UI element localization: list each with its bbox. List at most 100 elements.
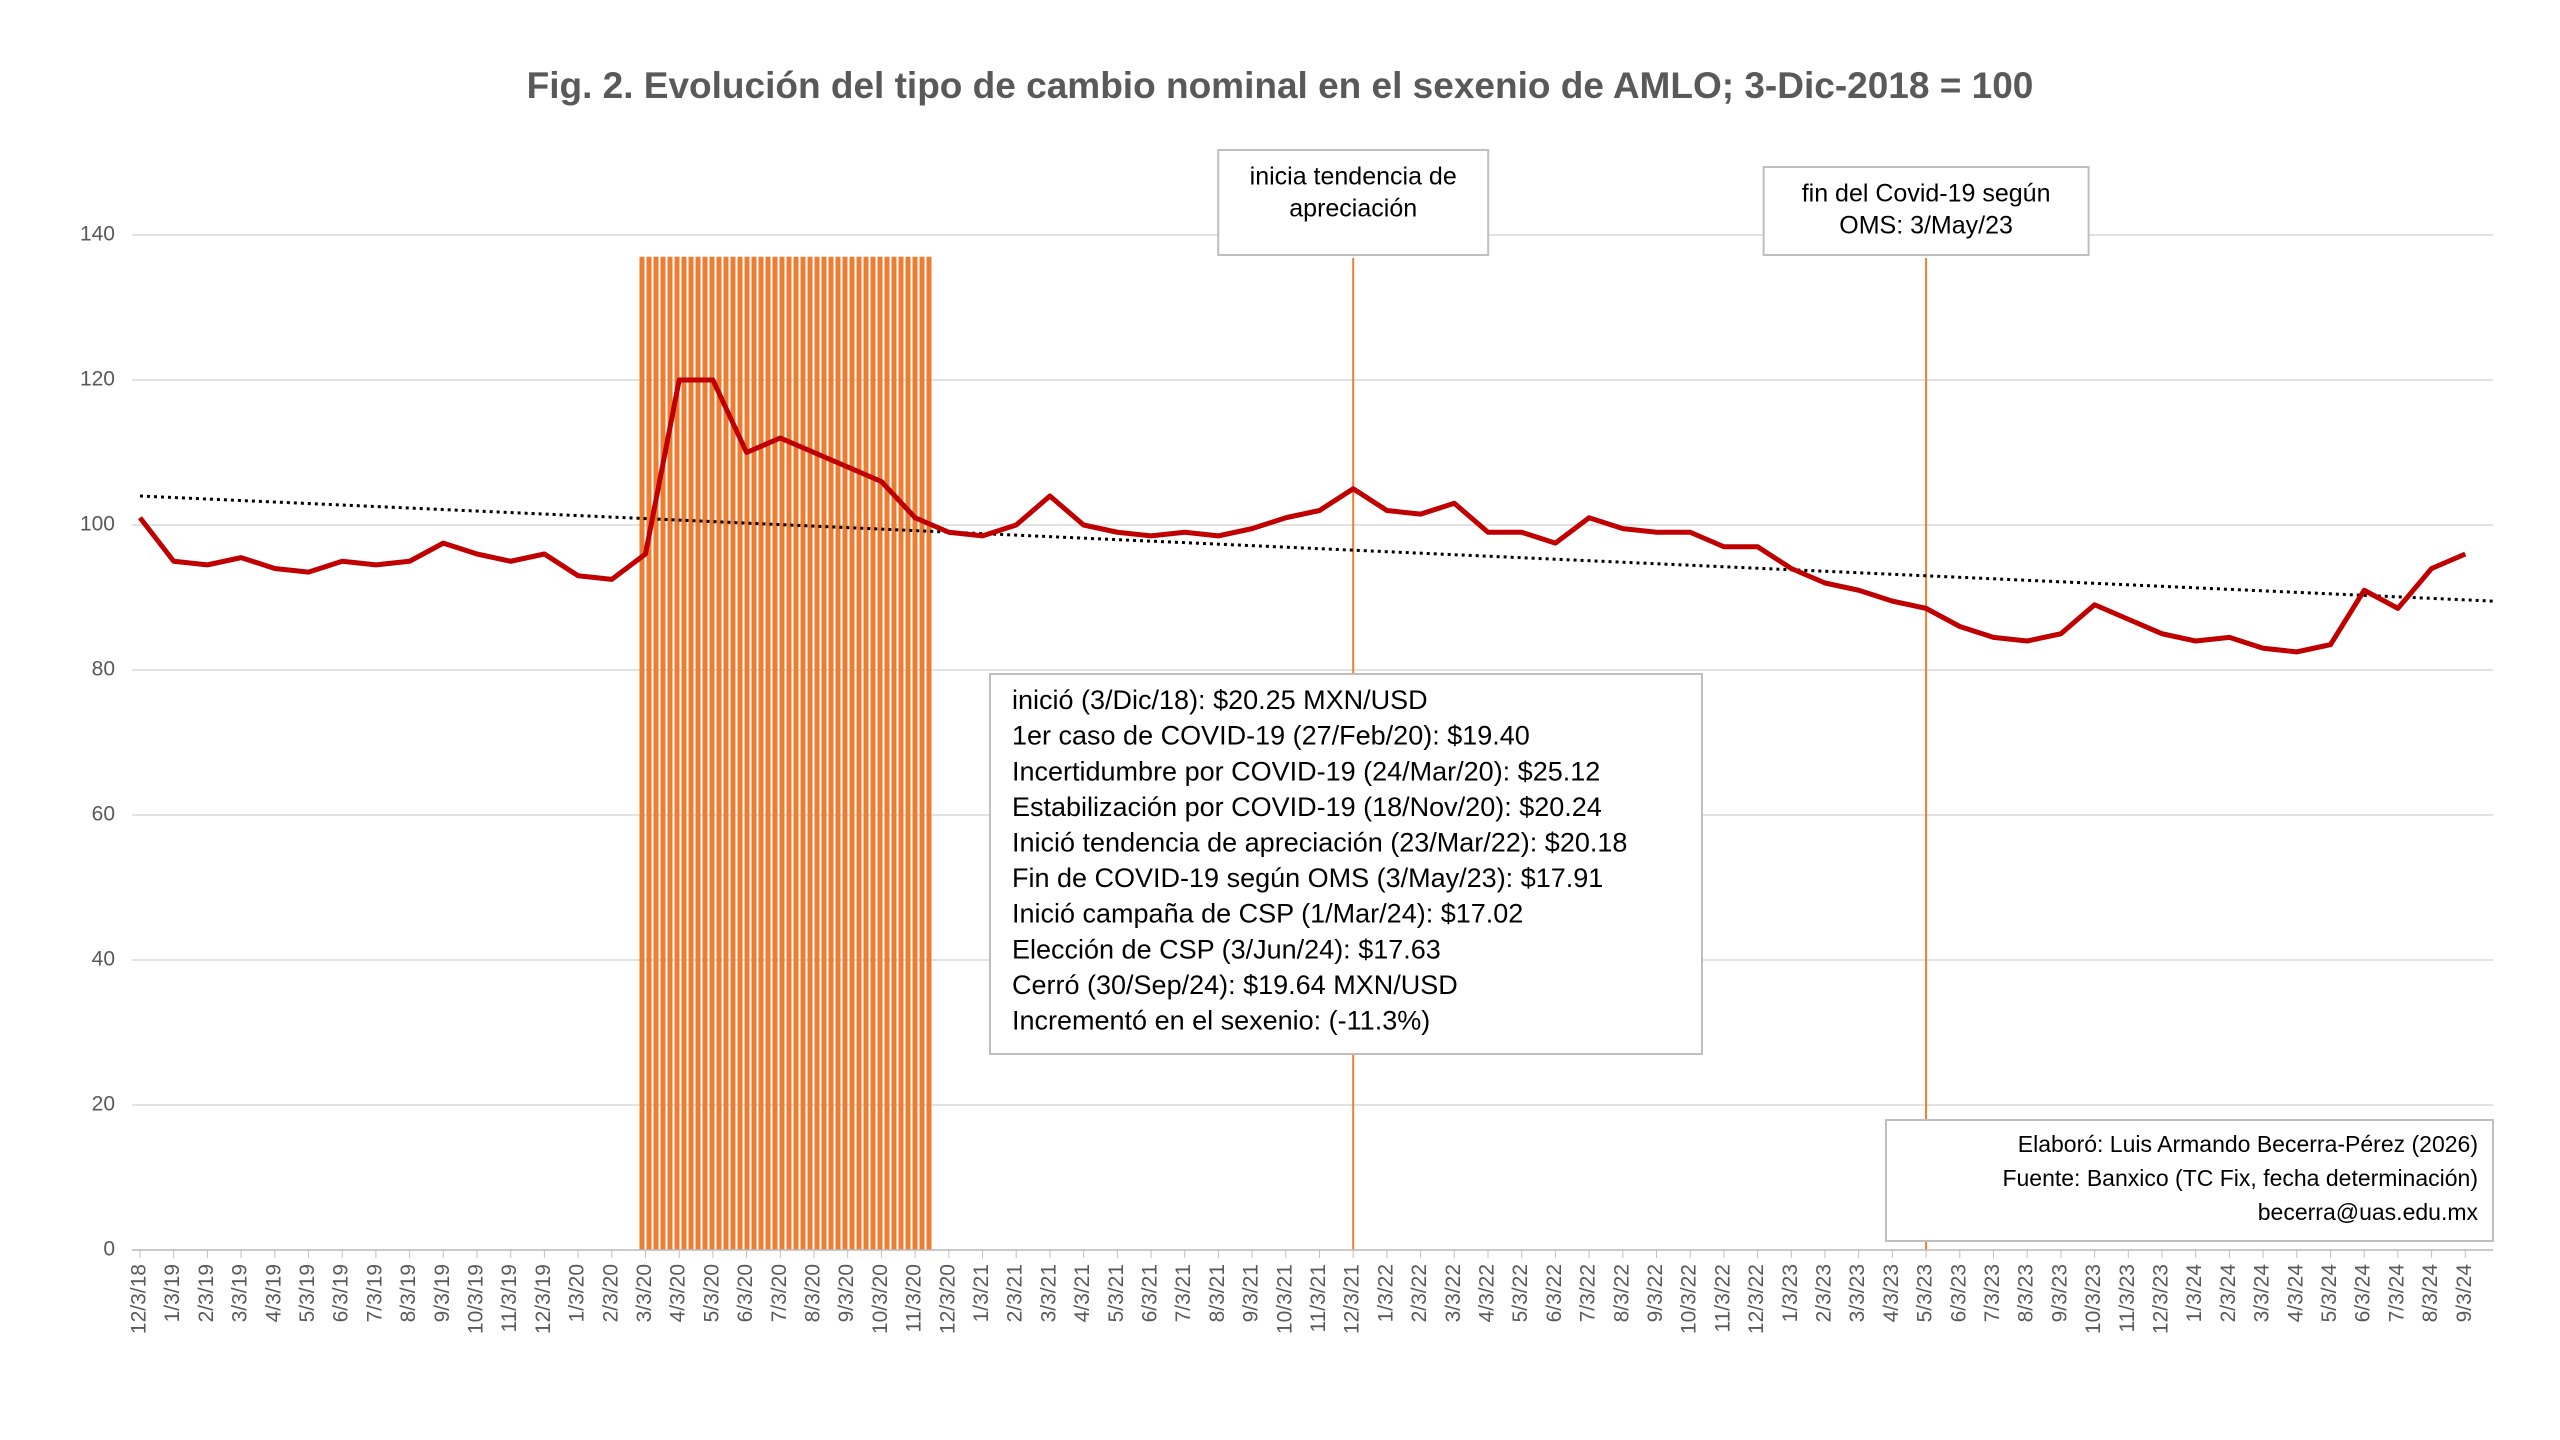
highlight-bar bbox=[681, 256, 687, 1250]
highlight-bar bbox=[842, 256, 848, 1250]
credit-text: becerra@uas.edu.mx bbox=[2258, 1199, 2479, 1225]
note-text: Incertidumbre por COVID-19 (24/Mar/20): … bbox=[1012, 756, 1600, 786]
x-tick-label: 11/3/21 bbox=[1307, 1264, 1330, 1333]
x-tick-label: 5/3/21 bbox=[1105, 1264, 1128, 1322]
highlight-bar bbox=[849, 256, 855, 1250]
x-tick-label: 8/3/24 bbox=[2419, 1264, 2442, 1323]
y-tick-label: 60 bbox=[92, 803, 115, 826]
x-tick-label: 2/3/23 bbox=[1813, 1264, 1836, 1322]
x-tick-label: 11/3/20 bbox=[903, 1264, 926, 1333]
x-tick-label: 12/3/21 bbox=[1341, 1264, 1364, 1334]
highlight-bar bbox=[884, 256, 890, 1250]
highlight-bar bbox=[926, 256, 932, 1250]
highlight-bar bbox=[723, 256, 729, 1250]
y-tick-label: 40 bbox=[92, 948, 115, 971]
x-tick-label: 9/3/24 bbox=[2453, 1264, 2476, 1323]
x-tick-label: 10/3/22 bbox=[1678, 1264, 1701, 1334]
highlight-bar bbox=[891, 256, 897, 1250]
highlight-bar bbox=[835, 256, 841, 1250]
y-tick-label: 0 bbox=[103, 1238, 115, 1261]
x-tick-label: 9/3/21 bbox=[1240, 1264, 1263, 1322]
x-tick-label: 1/3/21 bbox=[970, 1264, 993, 1322]
x-tick-label: 12/3/22 bbox=[1745, 1264, 1768, 1334]
x-tick-label: 2/3/22 bbox=[1408, 1264, 1431, 1322]
x-tick-label: 6/3/22 bbox=[1543, 1264, 1566, 1322]
highlight-bar bbox=[821, 256, 827, 1250]
x-tick-label: 1/3/22 bbox=[1374, 1264, 1397, 1322]
highlight-bar bbox=[751, 256, 757, 1250]
x-tick-label: 2/3/19 bbox=[195, 1264, 218, 1322]
x-tick-label: 6/3/23 bbox=[1947, 1264, 1970, 1322]
note-text: Inició tendencia de apreciación (23/Mar/… bbox=[1012, 828, 1627, 858]
x-tick-label: 1/3/19 bbox=[161, 1264, 184, 1322]
x-tick-label: 3/3/23 bbox=[1846, 1264, 1869, 1322]
trendline bbox=[139, 494, 2494, 603]
x-tick-label: 8/3/22 bbox=[1610, 1264, 1633, 1322]
x-tick-label: 7/3/19 bbox=[363, 1264, 386, 1322]
chart-title: Fig. 2. Evolución del tipo de cambio nom… bbox=[527, 65, 2034, 106]
highlight-bar bbox=[863, 256, 869, 1250]
x-tick-label: 11/3/22 bbox=[1711, 1264, 1734, 1333]
note-text: Inició campaña de CSP (1/Mar/24): $17.02 bbox=[1012, 899, 1523, 929]
x-tick-label: 11/3/19 bbox=[498, 1264, 521, 1333]
x-tick-label: 5/3/20 bbox=[700, 1264, 723, 1322]
highlight-bar bbox=[772, 256, 778, 1250]
x-tick-label: 3/3/21 bbox=[1037, 1264, 1060, 1322]
y-tick-label: 100 bbox=[80, 513, 115, 536]
y-tick-label: 80 bbox=[92, 658, 115, 681]
y-tick-label: 20 bbox=[92, 1093, 115, 1116]
x-tick-label: 3/3/22 bbox=[1442, 1264, 1465, 1322]
note-text: Elección de CSP (3/Jun/24): $17.63 bbox=[1012, 934, 1441, 964]
x-tick-label: 4/3/22 bbox=[1476, 1264, 1499, 1322]
annotation-text: fin del Covid-19 según bbox=[1802, 180, 2051, 208]
highlight-bar bbox=[912, 256, 918, 1250]
y-tick-label: 120 bbox=[80, 368, 115, 391]
x-tick-label: 4/3/23 bbox=[1880, 1264, 1903, 1322]
x-tick-label: 7/3/21 bbox=[1172, 1264, 1195, 1322]
x-tick-label: 1/3/23 bbox=[1779, 1264, 1802, 1322]
highlight-bar bbox=[877, 256, 883, 1250]
highlight-bar bbox=[702, 256, 708, 1250]
y-tick-label: 140 bbox=[80, 223, 115, 246]
x-tick-label: 6/3/21 bbox=[1139, 1264, 1162, 1322]
annotation-box bbox=[1217, 149, 1490, 256]
highlight-bar bbox=[709, 256, 715, 1250]
x-tick-label: 10/3/23 bbox=[2082, 1264, 2105, 1334]
annotation-text: inicia tendencia de bbox=[1250, 163, 1457, 191]
x-tick-label: 12/3/18 bbox=[128, 1264, 151, 1334]
x-tick-label: 9/3/22 bbox=[1644, 1264, 1667, 1322]
x-tick-label: 6/3/19 bbox=[330, 1264, 353, 1322]
annotation-text: OMS: 3/May/23 bbox=[1839, 212, 2013, 240]
x-tick-label: 10/3/21 bbox=[1273, 1264, 1296, 1334]
x-tick-label: 5/3/24 bbox=[2318, 1264, 2341, 1323]
highlight-bar bbox=[730, 256, 736, 1250]
annotation-box bbox=[1762, 166, 2090, 256]
x-tick-label: 4/3/20 bbox=[667, 1264, 690, 1322]
credit-box bbox=[1885, 1119, 2494, 1242]
x-tick-label: 12/3/19 bbox=[532, 1264, 555, 1334]
highlight-bar bbox=[646, 256, 652, 1250]
x-tick-label: 5/3/19 bbox=[296, 1264, 319, 1322]
highlight-bar bbox=[807, 256, 813, 1250]
x-tick-label: 12/3/23 bbox=[2150, 1264, 2173, 1334]
x-tick-label: 5/3/22 bbox=[1509, 1264, 1532, 1322]
highlight-bar bbox=[688, 256, 694, 1250]
x-tick-label: 3/3/20 bbox=[633, 1264, 656, 1322]
highlight-bar bbox=[737, 256, 743, 1250]
x-tick-label: 2/3/20 bbox=[599, 1264, 622, 1322]
highlight-bar bbox=[786, 256, 792, 1250]
x-tick-label: 8/3/21 bbox=[1206, 1264, 1229, 1322]
x-tick-label: 3/3/24 bbox=[2251, 1264, 2274, 1323]
x-tick-label: 6/3/24 bbox=[2352, 1264, 2375, 1323]
highlight-bar bbox=[919, 256, 925, 1250]
highlight-bar bbox=[793, 256, 799, 1250]
x-tick-label: 7/3/22 bbox=[1577, 1264, 1600, 1322]
x-tick-label: 12/3/20 bbox=[936, 1264, 959, 1334]
x-tick-label: 2/3/24 bbox=[2217, 1264, 2240, 1323]
x-tick-label: 4/3/19 bbox=[262, 1264, 285, 1322]
x-tick-label: 6/3/20 bbox=[734, 1264, 757, 1322]
notes-box bbox=[989, 673, 1703, 1055]
x-tick-label: 9/3/20 bbox=[835, 1264, 858, 1322]
x-tick-label: 7/3/24 bbox=[2385, 1264, 2408, 1323]
